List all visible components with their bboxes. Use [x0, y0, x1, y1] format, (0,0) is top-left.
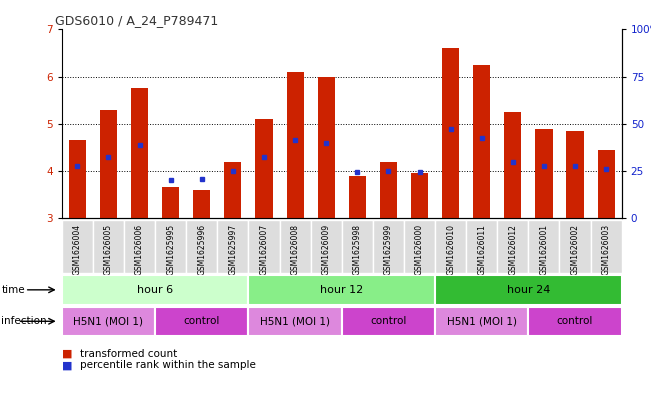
Text: GSM1626012: GSM1626012: [508, 224, 518, 275]
Bar: [93, 220, 124, 273]
Text: GSM1626010: GSM1626010: [446, 224, 455, 275]
Bar: [155, 307, 249, 336]
Bar: [217, 220, 249, 273]
Bar: [62, 307, 155, 336]
Bar: [311, 220, 342, 273]
Bar: [249, 220, 279, 273]
Bar: [193, 190, 210, 218]
Bar: [535, 129, 553, 218]
Text: GSM1626001: GSM1626001: [540, 224, 548, 275]
Text: GSM1626011: GSM1626011: [477, 224, 486, 275]
Text: ■: ■: [62, 360, 72, 371]
Bar: [249, 275, 435, 305]
Text: hour 24: hour 24: [506, 285, 550, 295]
Text: percentile rank within the sample: percentile rank within the sample: [80, 360, 256, 371]
Bar: [380, 162, 397, 218]
Text: ■: ■: [62, 349, 72, 359]
Bar: [225, 162, 242, 218]
Bar: [249, 307, 342, 336]
Bar: [62, 220, 93, 273]
Bar: [442, 48, 459, 218]
Text: GSM1625997: GSM1625997: [229, 224, 238, 275]
Text: H5N1 (MOI 1): H5N1 (MOI 1): [74, 316, 143, 326]
Bar: [566, 131, 583, 218]
Text: hour 12: hour 12: [320, 285, 363, 295]
Text: GDS6010 / A_24_P789471: GDS6010 / A_24_P789471: [55, 14, 219, 27]
Bar: [286, 72, 303, 218]
Text: GSM1625999: GSM1625999: [384, 224, 393, 275]
Text: GSM1626002: GSM1626002: [570, 224, 579, 275]
Bar: [497, 220, 529, 273]
Bar: [590, 220, 622, 273]
Text: GSM1625995: GSM1625995: [166, 224, 175, 275]
Bar: [279, 220, 311, 273]
Text: infection: infection: [1, 316, 47, 326]
Bar: [529, 220, 559, 273]
Bar: [342, 220, 373, 273]
Text: H5N1 (MOI 1): H5N1 (MOI 1): [260, 316, 330, 326]
Bar: [559, 220, 590, 273]
Bar: [529, 307, 622, 336]
Text: GSM1626003: GSM1626003: [602, 224, 611, 275]
Bar: [435, 275, 622, 305]
Text: H5N1 (MOI 1): H5N1 (MOI 1): [447, 316, 517, 326]
Bar: [162, 187, 179, 218]
Bar: [435, 220, 466, 273]
Bar: [69, 140, 86, 218]
Bar: [100, 110, 117, 218]
Text: GSM1626008: GSM1626008: [290, 224, 299, 275]
Text: control: control: [557, 316, 593, 326]
Text: GSM1626005: GSM1626005: [104, 224, 113, 275]
Text: GSM1626006: GSM1626006: [135, 224, 144, 275]
Text: GSM1626000: GSM1626000: [415, 224, 424, 275]
Text: control: control: [184, 316, 220, 326]
Text: GSM1625996: GSM1625996: [197, 224, 206, 275]
Text: hour 6: hour 6: [137, 285, 173, 295]
Bar: [318, 77, 335, 218]
Text: transformed count: transformed count: [80, 349, 177, 359]
Text: GSM1625998: GSM1625998: [353, 224, 362, 275]
Bar: [255, 119, 273, 218]
Text: GSM1626007: GSM1626007: [260, 224, 268, 275]
Bar: [404, 220, 435, 273]
Bar: [342, 307, 435, 336]
Bar: [62, 275, 249, 305]
Bar: [411, 173, 428, 218]
Bar: [435, 307, 529, 336]
Bar: [349, 176, 366, 218]
Bar: [124, 220, 155, 273]
Text: GSM1626004: GSM1626004: [73, 224, 82, 275]
Bar: [155, 220, 186, 273]
Bar: [131, 88, 148, 218]
Text: control: control: [370, 316, 407, 326]
Bar: [373, 220, 404, 273]
Bar: [186, 220, 217, 273]
Bar: [505, 112, 521, 218]
Text: GSM1626009: GSM1626009: [322, 224, 331, 275]
Bar: [598, 150, 615, 218]
Text: time: time: [1, 285, 25, 295]
Bar: [473, 65, 490, 218]
Bar: [466, 220, 497, 273]
